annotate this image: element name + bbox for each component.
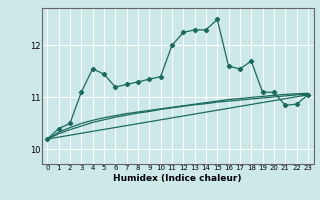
X-axis label: Humidex (Indice chaleur): Humidex (Indice chaleur) bbox=[113, 174, 242, 183]
